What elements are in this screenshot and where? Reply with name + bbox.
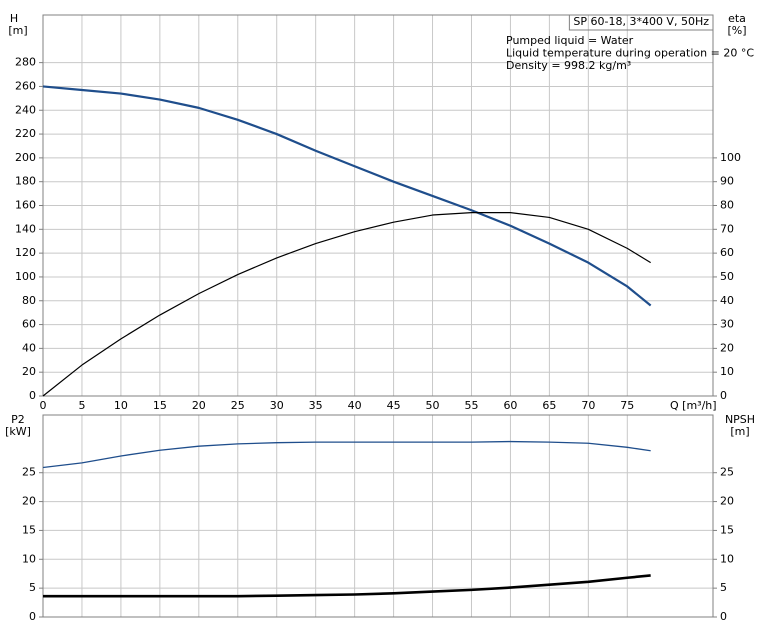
y-tick-label: 280 bbox=[15, 56, 36, 69]
y-tick-label: 100 bbox=[15, 270, 36, 283]
x-tick-label: 35 bbox=[309, 399, 323, 412]
annotation: Density = 998.2 kg/m³ bbox=[506, 59, 631, 72]
curve bbox=[43, 574, 651, 598]
x-tick-label: 40 bbox=[348, 399, 362, 412]
y-tick-label: 220 bbox=[15, 127, 36, 140]
y2-tick-label: 25 bbox=[720, 466, 734, 479]
y-tick-label: 10 bbox=[22, 552, 36, 565]
x-tick-label: 5 bbox=[78, 399, 85, 412]
y2-tick-label: 20 bbox=[720, 341, 734, 354]
y-axis-label: P2 bbox=[11, 413, 25, 426]
annotation: Liquid temperature during operation = 20… bbox=[506, 47, 754, 60]
x-tick-label: 55 bbox=[464, 399, 478, 412]
y-tick-label: 20 bbox=[22, 495, 36, 508]
x-tick-label: 20 bbox=[192, 399, 206, 412]
y2-tick-label: 20 bbox=[720, 495, 734, 508]
curve bbox=[42, 440, 651, 469]
y-tick-label: 180 bbox=[15, 175, 36, 188]
y2-tick-label: 10 bbox=[720, 365, 734, 378]
annotation: Pumped liquid = Water bbox=[506, 34, 634, 47]
plot-frame bbox=[42, 414, 714, 618]
y2-tick-label: 70 bbox=[720, 222, 734, 235]
y-tick-label: 60 bbox=[22, 318, 36, 331]
x-tick-label: 60 bbox=[503, 399, 517, 412]
y2-tick-label: 60 bbox=[720, 246, 734, 259]
y2-tick-label: 30 bbox=[720, 318, 734, 331]
x-tick-label: 0 bbox=[40, 399, 47, 412]
y2-axis-label: NPSH bbox=[725, 413, 755, 426]
y-tick-label: 160 bbox=[15, 199, 36, 212]
x-tick-label: 50 bbox=[426, 399, 440, 412]
y2-tick-label: 0 bbox=[720, 389, 727, 402]
info-title-box bbox=[568, 14, 714, 31]
y-tick-label: 40 bbox=[22, 341, 36, 354]
y-tick-label: 25 bbox=[22, 466, 36, 479]
curve bbox=[42, 212, 651, 397]
y-axis-unit: [kW] bbox=[5, 425, 31, 438]
y2-tick-label: 5 bbox=[720, 581, 727, 594]
y-tick-label: 80 bbox=[22, 294, 36, 307]
y2-tick-label: 15 bbox=[720, 523, 734, 536]
y-tick-label: 0 bbox=[29, 610, 36, 623]
y-tick-label: 200 bbox=[15, 151, 36, 164]
y2-tick-label: 80 bbox=[720, 199, 734, 212]
y2-tick-label: 90 bbox=[720, 175, 734, 188]
y-tick-label: 20 bbox=[22, 365, 36, 378]
y-tick-label: 5 bbox=[29, 581, 36, 594]
y2-tick-label: 10 bbox=[720, 552, 734, 565]
y2-tick-label: 0 bbox=[720, 610, 727, 623]
y2-axis-label: eta bbox=[728, 12, 746, 25]
y-tick-label: 140 bbox=[15, 222, 36, 235]
x-tick-label: 45 bbox=[387, 399, 401, 412]
y-tick-label: 120 bbox=[15, 246, 36, 259]
y2-axis-unit: [m] bbox=[730, 425, 749, 438]
curve bbox=[42, 85, 652, 307]
x-tick-label: 30 bbox=[270, 399, 284, 412]
x-tick-label: 25 bbox=[231, 399, 245, 412]
y-tick-label: 15 bbox=[22, 523, 36, 536]
x-tick-label: 15 bbox=[153, 399, 167, 412]
y-tick-label: 240 bbox=[15, 103, 36, 116]
y2-tick-label: 40 bbox=[720, 294, 734, 307]
x-tick-label: 65 bbox=[542, 399, 556, 412]
x-tick-label: 10 bbox=[114, 399, 128, 412]
y2-tick-label: 100 bbox=[720, 151, 741, 164]
x-tick-label: 75 bbox=[620, 399, 634, 412]
y2-tick-label: 50 bbox=[720, 270, 734, 283]
y-axis-label: H bbox=[10, 12, 18, 25]
info-title: SP 60-18, 3*400 V, 50Hz bbox=[573, 15, 709, 28]
y-tick-label: 260 bbox=[15, 79, 36, 92]
y2-axis-unit: [%] bbox=[727, 24, 746, 37]
y-tick-label: 0 bbox=[29, 389, 36, 402]
x-tick-label: 70 bbox=[581, 399, 595, 412]
x-axis-label: Q [m³/h] bbox=[670, 399, 717, 412]
y-axis-unit: [m] bbox=[8, 24, 27, 37]
